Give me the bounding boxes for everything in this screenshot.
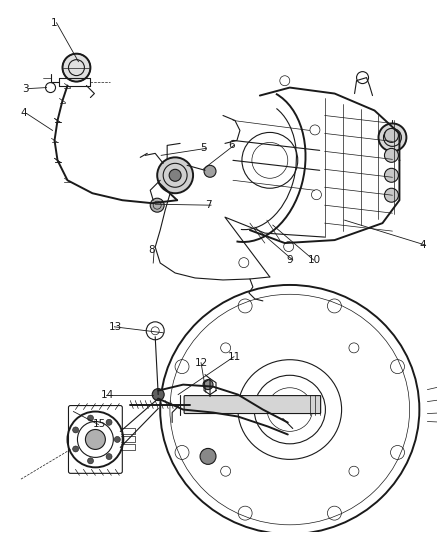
Circle shape <box>73 427 79 433</box>
Circle shape <box>114 437 120 442</box>
Circle shape <box>200 448 216 464</box>
Circle shape <box>385 188 399 202</box>
Circle shape <box>385 168 399 182</box>
Text: 15: 15 <box>92 419 106 430</box>
Circle shape <box>152 389 164 401</box>
Text: 5: 5 <box>200 143 207 154</box>
Text: 6: 6 <box>228 140 235 150</box>
Text: 4: 4 <box>419 240 426 250</box>
Circle shape <box>88 458 93 464</box>
Text: 10: 10 <box>308 255 321 265</box>
Circle shape <box>157 157 193 193</box>
Circle shape <box>150 198 164 212</box>
Circle shape <box>378 124 406 151</box>
Circle shape <box>204 165 216 177</box>
Text: 8: 8 <box>148 245 155 255</box>
Text: 12: 12 <box>195 358 208 368</box>
Text: 1: 1 <box>50 18 57 28</box>
Circle shape <box>85 430 106 449</box>
Circle shape <box>106 454 112 459</box>
Circle shape <box>169 169 181 181</box>
Text: 14: 14 <box>100 390 113 400</box>
Text: 3: 3 <box>23 84 29 94</box>
Circle shape <box>385 148 399 163</box>
Circle shape <box>106 419 112 425</box>
Text: 13: 13 <box>108 322 122 332</box>
Circle shape <box>203 379 213 390</box>
Text: 4: 4 <box>21 109 27 118</box>
Text: 9: 9 <box>287 255 293 265</box>
Circle shape <box>63 54 90 82</box>
Text: 11: 11 <box>228 352 241 362</box>
Circle shape <box>73 446 79 452</box>
Circle shape <box>88 415 93 421</box>
Circle shape <box>385 128 399 142</box>
Text: 7: 7 <box>205 200 212 210</box>
FancyBboxPatch shape <box>184 395 321 414</box>
